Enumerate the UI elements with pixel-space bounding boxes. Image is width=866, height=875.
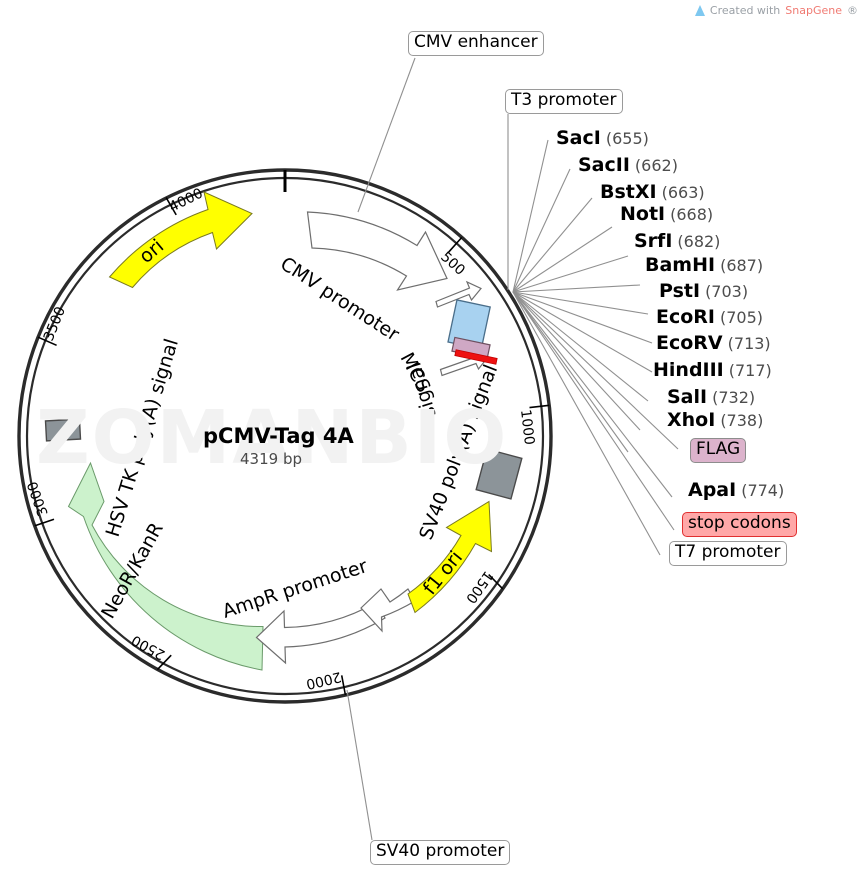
leader-line-group [346, 57, 679, 841]
tick-label-1000: 1000 [517, 409, 537, 446]
leader-flag [512, 291, 679, 450]
enzyme-pos-bamhi: (687) [720, 256, 764, 275]
feature-cmv-promoter-arrow [306, 211, 448, 291]
tick-3000 [34, 518, 55, 527]
leader-sali [512, 291, 641, 431]
enzyme-row-noti[interactable]: NotI (668) [620, 203, 713, 225]
leader-cmv-enhancer [357, 57, 416, 213]
callout-flag[interactable]: FLAG [690, 438, 747, 463]
callout-sv40-promoter[interactable]: SV40 promoter [370, 840, 511, 865]
tick-1500 [488, 574, 504, 590]
leader-psti [512, 291, 649, 315]
enzyme-name-sali: SalI [667, 386, 708, 408]
enzyme-pos-psti: (703) [705, 282, 749, 301]
leader-noti [512, 226, 613, 293]
snapgene-credit: Created with SnapGene ® [694, 4, 858, 17]
feature-sv40-polya-box [475, 448, 523, 500]
credit-prefix: Created with [709, 4, 781, 17]
enzyme-name-psti: PstI [659, 280, 701, 302]
feature-sv40-promoter-arrow [360, 588, 416, 633]
enzyme-name-bamhi: BamHI [645, 254, 716, 276]
tick-4000 [165, 197, 177, 216]
enzyme-name-ecorv: EcoRV [656, 332, 723, 354]
feature-label-ampr-promoter: AmpR promoter [220, 555, 371, 623]
enzyme-name-bstxi: BstXI [600, 181, 657, 203]
leader-stop-codons [512, 291, 675, 531]
callout-t7-promoter[interactable]: T7 promoter [669, 541, 787, 566]
tick-500 [448, 236, 463, 253]
tick-1000 [529, 404, 550, 409]
tick-2000 [340, 675, 347, 696]
enzyme-pos-sacii: (662) [634, 156, 678, 175]
feature-f1-ori-arrow [407, 500, 493, 614]
enzyme-name-ecori: EcoRI [656, 306, 715, 328]
enzyme-row-xhoi[interactable]: XhoI (738) [667, 409, 763, 431]
enzyme-name-srfi: SrfI [634, 230, 673, 252]
leader-apai [512, 291, 673, 498]
callout-t3-promoter[interactable]: T3 promoter [505, 89, 623, 114]
feature-neor-kanr-arrow [67, 461, 264, 671]
enzyme-name-sacii: SacII [578, 154, 630, 176]
leader-ecori [512, 291, 653, 344]
enzyme-pos-sali: (732) [712, 388, 756, 407]
enzyme-name-apai: ApaI [688, 479, 737, 501]
callout-stop-codons[interactable]: stop codons [682, 512, 797, 537]
leader-xhoi [512, 291, 629, 453]
callout-cmv-enhancer[interactable]: CMV enhancer [408, 31, 544, 56]
tick-3500 [37, 336, 57, 347]
leader-sacii [512, 168, 571, 293]
feature-stop-codons-bar [454, 349, 498, 365]
enzyme-row-sacii[interactable]: SacII (662) [578, 154, 678, 176]
enzyme-name-noti: NotI [620, 203, 666, 225]
enzyme-pos-hindiii: (717) [728, 361, 772, 380]
plasmid-name: pCMV-Tag 4A [203, 424, 354, 448]
enzyme-row-psti[interactable]: PstI (703) [659, 280, 748, 302]
enzyme-row-saci[interactable]: SacI (655) [556, 127, 649, 149]
leader-srfi [512, 255, 629, 293]
leader-t7-promoter [512, 291, 661, 556]
credit-suffix: ® [847, 4, 858, 17]
leader-bamhi [512, 284, 641, 293]
enzyme-row-bamhi[interactable]: BamHI (687) [645, 254, 763, 276]
enzyme-name-xhoi: XhoI [667, 409, 716, 431]
leader-bstxi [512, 197, 593, 293]
credit-brand: SnapGene [785, 4, 842, 17]
enzyme-name-hindiii: HindIII [653, 359, 724, 381]
enzyme-row-bstxi[interactable]: BstXI (663) [600, 181, 705, 203]
tick-label-2500: 2500 [129, 631, 168, 662]
enzyme-pos-ecorv: (713) [727, 334, 771, 353]
tick-2500 [156, 654, 172, 671]
enzyme-row-ecori[interactable]: EcoRI (705) [656, 306, 763, 328]
tick-label-1500: 1500 [462, 568, 496, 606]
enzyme-pos-bstxi: (663) [661, 183, 705, 202]
snapgene-triangle-icon [694, 5, 705, 16]
feature-ori-arrow [108, 191, 253, 289]
feature-t3-promoter-arrow [435, 280, 482, 308]
enzyme-row-sali[interactable]: SalI (732) [667, 386, 755, 408]
plasmid-size: 4319 bp [240, 450, 302, 468]
leader-saci [512, 139, 549, 293]
enzyme-pos-apai: (774) [741, 481, 785, 500]
enzyme-pos-srfi: (682) [677, 232, 721, 251]
feature-label-cmv-promoter: CMV promoter [276, 253, 403, 346]
watermark-text: ZOMANBIO [36, 395, 509, 481]
enzyme-name-saci: SacI [556, 127, 601, 149]
enzyme-row-ecorv[interactable]: EcoRV (713) [656, 332, 771, 354]
enzyme-pos-saci: (655) [605, 129, 649, 148]
leader-hindiii [512, 291, 649, 402]
leader-sv40-promoter [346, 689, 373, 841]
enzyme-row-apai[interactable]: ApaI (774) [688, 479, 784, 501]
enzyme-pos-xhoi: (738) [720, 411, 764, 430]
leader-ecorv [512, 291, 653, 373]
enzyme-pos-ecori: (705) [720, 308, 764, 327]
enzyme-row-hindiii[interactable]: HindIII (717) [653, 359, 772, 381]
feature-hsvtk-polya-box [44, 418, 82, 442]
tick-label-2000: 2000 [304, 668, 342, 692]
enzyme-row-srfi[interactable]: SrfI (682) [634, 230, 720, 252]
enzyme-pos-noti: (668) [670, 205, 714, 224]
